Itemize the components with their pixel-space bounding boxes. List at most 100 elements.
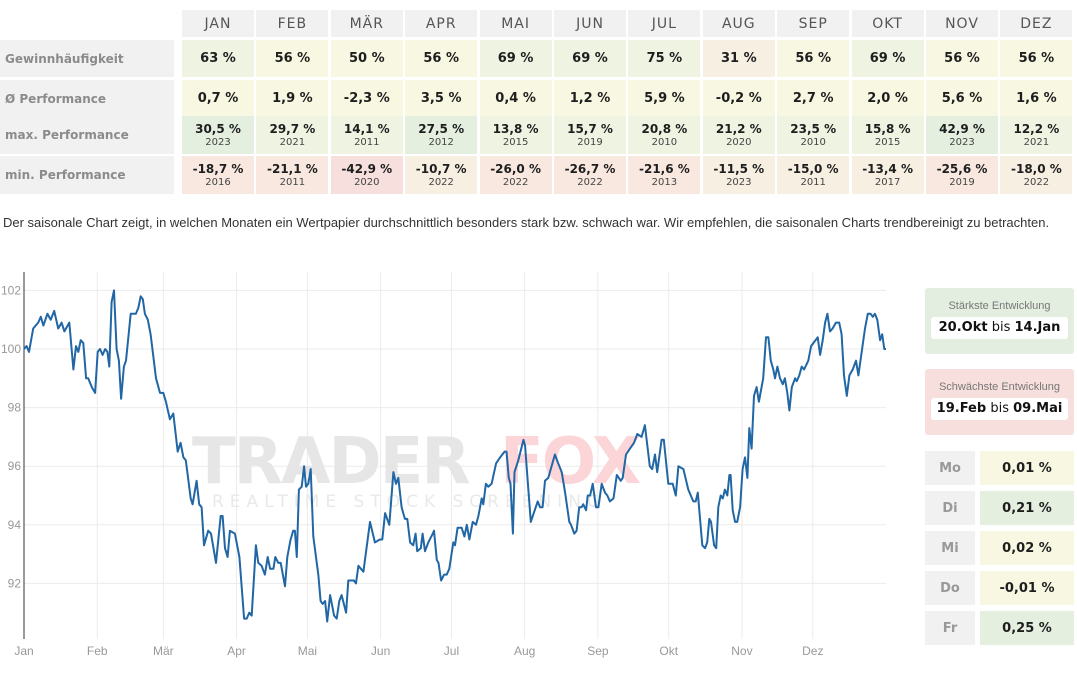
min-perf-year: 2020	[354, 177, 380, 188]
max-perf-value: 27,5 %	[418, 122, 465, 136]
avg-perf-cell: 0,7 %	[182, 80, 254, 117]
strongest-to: 14.Jan	[1014, 320, 1061, 335]
max-perf-cell: 13,8 % 2015	[479, 116, 552, 154]
win-rate-cell: 75 %	[628, 40, 701, 77]
min-perf-year: 2016	[205, 177, 231, 188]
strongest-from: 20.Okt	[938, 320, 988, 335]
max-perf-year: 2015	[874, 137, 901, 148]
avg-perf-value: 1,9 %	[272, 91, 313, 106]
weakest-period-panel: Schwächste Entwicklung 19.Feb bis 09.Mai	[925, 369, 1074, 435]
min-perf-value: -42,9 %	[341, 162, 393, 176]
weekday-label: Do	[925, 571, 975, 605]
x-tick-label: Aug	[514, 644, 535, 658]
min-perf-cell: -21,1 % 2011	[256, 156, 329, 194]
max-perf-year: 2019	[577, 137, 603, 148]
win-rate-cell: 69 %	[554, 40, 626, 77]
seasonal-line-chart: TRADER FOX REALTIME STOCK SCREENING 92 94…	[1, 272, 886, 658]
weekday-row-fr: Fr 0,25 %	[925, 611, 1074, 645]
max-perf-cell: 14,1 % 2011	[330, 116, 403, 154]
min-perf-cell: -42,9 % 2020	[330, 156, 403, 194]
min-perf-value: -21,6 %	[638, 162, 690, 176]
month-header-row: JAN FEB MÄR APR MAI JUN JUL AUG SEP OKT NOV DEZ	[0, 10, 1077, 37]
row-label-min-performance: min. Performance	[0, 156, 174, 194]
avg-perf-value: 1,6 %	[1016, 91, 1057, 106]
weekday-label: Mo	[925, 451, 975, 485]
max-perf-cell: 12,2 % 2021	[1000, 116, 1073, 154]
max-perf-year: 2021	[1023, 137, 1050, 148]
max-perf-year: 2010	[800, 137, 826, 148]
min-performance-row: min. Performance -18,7 % 2016 -21,1 % 2011-…	[0, 156, 1077, 194]
chart-grid	[24, 272, 886, 639]
min-perf-year: 2022	[428, 177, 454, 188]
avg-perf-value: -0,2 %	[715, 91, 762, 106]
win-rate-cell: 56 %	[256, 40, 329, 77]
max-perf-year: 2015	[502, 137, 529, 148]
avg-perf-value: 2,7 %	[792, 91, 834, 106]
max-perf-year: 2011	[354, 137, 380, 148]
min-perf-value: -25,6 %	[936, 162, 988, 176]
max-perf-cell: 21,2 % 2020	[702, 116, 775, 154]
x-tick-label: Jan	[14, 644, 33, 658]
max-perf-value: 42,9 %	[939, 122, 985, 136]
avg-perf-cell: 3,5 %	[405, 80, 478, 117]
y-tick-label: 98	[8, 401, 22, 415]
min-perf-year: 2017	[874, 177, 901, 188]
avg-perf-cell: -2,3 %	[330, 80, 403, 117]
max-perf-value: 20,8 %	[641, 122, 688, 136]
avg-perf-cell: -0,2 %	[702, 80, 775, 117]
weekday-row-mi: Mi 0,02 %	[925, 531, 1074, 565]
avg-perf-value: 5,9 %	[644, 91, 685, 106]
y-tick-label: 102	[1, 283, 21, 297]
min-perf-year: 2022	[502, 177, 529, 188]
win-rate-value: 69 %	[497, 51, 534, 66]
strongest-period-title: Stärkste Entwicklung	[948, 300, 1051, 312]
win-rate-cell: 56 %	[777, 40, 850, 77]
min-perf-year: 2022	[1023, 177, 1050, 188]
max-perf-year: 2012	[428, 137, 454, 148]
series-line-seasonal	[23, 289, 886, 623]
min-perf-cell: -11,5 % 2023	[702, 156, 775, 194]
avg-perf-cell: 1,9 %	[256, 80, 329, 117]
weekday-value: 0,02 %	[980, 531, 1074, 565]
min-perf-cell: -15,0 % 2011	[777, 156, 850, 194]
weekday-value: 0,25 %	[980, 611, 1074, 645]
weekday-label: Mi	[925, 531, 975, 565]
max-perf-value: 12,2 %	[1013, 122, 1060, 136]
month-header-jan: JAN	[182, 10, 254, 37]
min-perf-cell: -26,0 % 2022	[479, 156, 552, 194]
weekday-label: Di	[925, 491, 975, 525]
min-perf-cell: -18,0 % 2022	[1000, 156, 1073, 194]
min-perf-year: 2013	[651, 177, 678, 188]
weekday-value: 0,01 %	[980, 451, 1074, 485]
win-rate-row: Gewinnhäufigkeit 63 % 56 % 50 % 56 % 69 % 69 …	[0, 40, 1077, 77]
weekday-value: -0,01 %	[980, 571, 1074, 605]
avg-perf-cell: 5,6 %	[926, 80, 998, 117]
max-perf-cell: 27,5 % 2012	[405, 116, 478, 154]
watermark-tagline: REALTIME STOCK SCREENING	[212, 492, 606, 512]
y-axis-ticks: 92 94 96 98 100 102	[1, 283, 21, 590]
month-header-feb: FEB	[256, 10, 329, 37]
max-perf-year: 2020	[726, 137, 752, 148]
max-perf-value: 29,7 %	[269, 122, 316, 136]
max-performance-row: max. Performance 30,5 % 2023 29,7 % 2021 14,…	[0, 116, 1077, 154]
x-tick-label: Mär	[153, 644, 174, 658]
win-rate-value: 56 %	[795, 51, 832, 66]
avg-perf-cell: 0,4 %	[479, 80, 552, 117]
max-perf-cell: 29,7 % 2021	[256, 116, 329, 154]
x-tick-label: Sep	[587, 644, 609, 658]
max-perf-value: 30,5 %	[195, 122, 241, 136]
min-perf-cell: -25,6 % 2019	[926, 156, 998, 194]
win-rate-cell: 56 %	[405, 40, 478, 77]
avg-perf-cell: 2,0 %	[851, 80, 924, 117]
avg-perf-value: 3,5 %	[420, 91, 462, 106]
weekday-value: 0,21 %	[980, 491, 1074, 525]
max-perf-value: 13,8 %	[492, 122, 539, 136]
x-tick-label: Okt	[659, 644, 678, 658]
win-rate-cell: 69 %	[851, 40, 924, 77]
x-axis-ticks: Jan Feb Mär Apr Mai Jun Jul Aug Sep Okt Nov Dez	[14, 644, 823, 658]
avg-perf-cell: 1,2 %	[554, 80, 626, 117]
weakest-to: 09.Mai	[1013, 401, 1063, 416]
month-header-mär: MÄR	[330, 10, 403, 37]
win-rate-value: 56 %	[274, 51, 311, 66]
y-tick-label: 94	[8, 518, 22, 532]
